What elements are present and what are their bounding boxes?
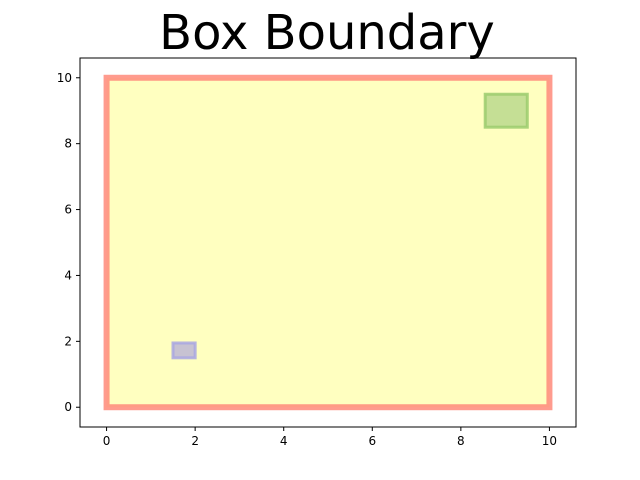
chart-title: Box Boundary xyxy=(159,5,495,61)
y-tick-label: 8 xyxy=(64,137,72,151)
x-tick-label: 10 xyxy=(542,434,557,448)
y-tick-label: 4 xyxy=(64,268,72,282)
y-tick-label: 0 xyxy=(64,400,72,414)
x-tick-label: 2 xyxy=(191,434,199,448)
y-tick-label: 6 xyxy=(64,203,72,217)
x-tick-label: 8 xyxy=(457,434,465,448)
x-tick-label: 6 xyxy=(368,434,376,448)
x-tick-label: 4 xyxy=(280,434,288,448)
top-right-green-box xyxy=(483,92,529,129)
y-tick-label: 2 xyxy=(64,334,72,348)
x-tick-label: 0 xyxy=(103,434,111,448)
small-blue-box xyxy=(171,341,197,360)
axes-frame xyxy=(79,57,577,428)
y-tick-label: 10 xyxy=(57,71,72,85)
boxes-layer xyxy=(103,74,553,411)
ticks-layer: 0 2 4 6 8 10 0 2 4 6 8 10 xyxy=(57,71,557,448)
